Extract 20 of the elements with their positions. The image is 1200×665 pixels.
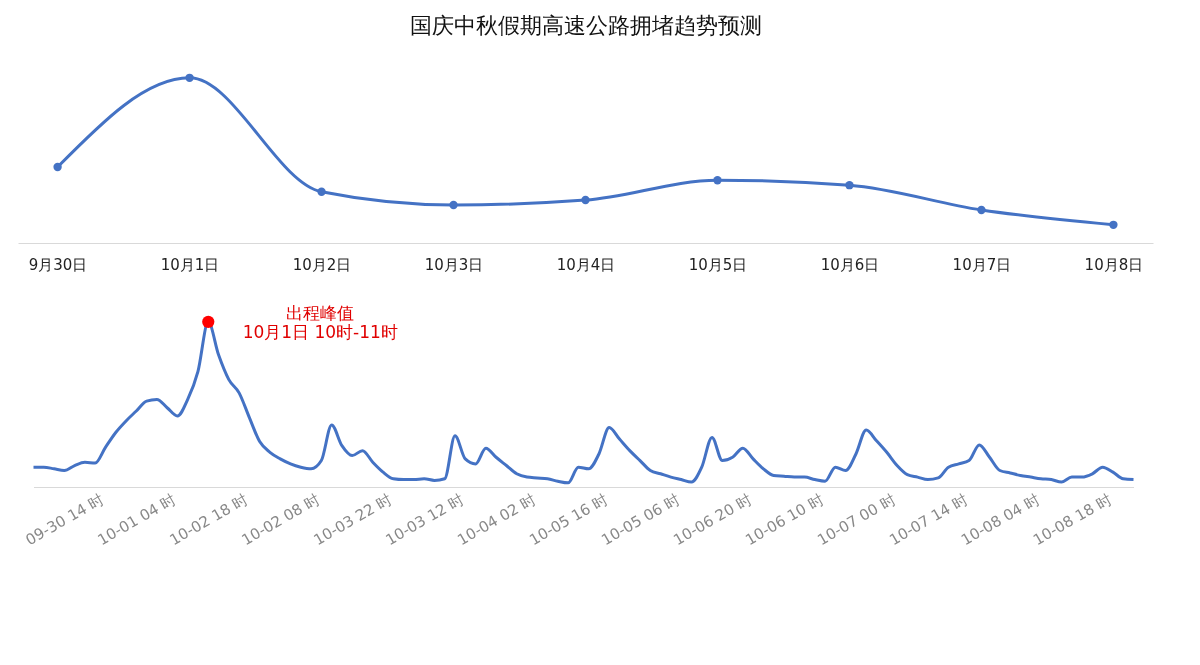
chart-title: 国庆中秋假期高速公路拥堵趋势预测 xyxy=(409,13,762,38)
x-tick-label: 10月3日 xyxy=(424,255,484,274)
x-tick-label: 9月30日 xyxy=(28,255,88,274)
x-tick-label: 10月6日 xyxy=(820,255,880,274)
point xyxy=(977,205,986,215)
annotation: 出程峰值 10月1日 10时-11时 xyxy=(242,302,398,342)
x-tick-label: 10月7日 xyxy=(952,255,1012,274)
point xyxy=(713,176,722,185)
point xyxy=(449,200,458,210)
point xyxy=(317,187,326,196)
x-tick-label: 10月8日 xyxy=(1084,255,1144,274)
x-tick-label: 10月5日 xyxy=(688,255,748,274)
point xyxy=(845,181,854,190)
point xyxy=(53,162,62,172)
x-tick-label: 10月1日 xyxy=(160,255,220,274)
point xyxy=(581,195,590,205)
point xyxy=(185,73,194,82)
point xyxy=(1109,220,1118,230)
x-tick-label: 10月2日 xyxy=(292,255,352,274)
x-tick-label: 10月4日 xyxy=(556,255,616,274)
